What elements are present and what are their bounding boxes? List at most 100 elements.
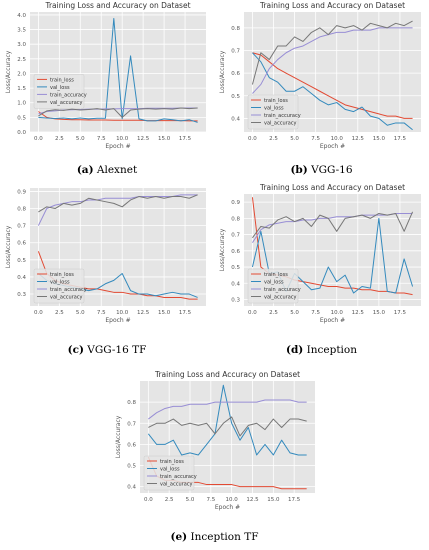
caption-vgg16: (b) VGG-16 (214, 164, 429, 176)
y-axis-label: Loss/Accuracy (219, 228, 226, 271)
series-line-val-loss (38, 17, 198, 123)
x-tick-label: 12.5 (352, 310, 365, 316)
caption-text: Alexnet (96, 164, 138, 176)
legend-label: val_accuracy (160, 482, 193, 488)
y-axis-label: Loss/Accuracy (5, 50, 12, 93)
panel-inception-tf: 0.4 0.5 0.6 0.7 0.8 0.0 2.5 5.0 7.5 10.0 12.5 15.0 1… (107, 365, 322, 550)
y-tick-label: 0.4 (231, 281, 240, 287)
legend-label: val_accuracy (264, 121, 297, 127)
x-tick-label: 0.0 (34, 310, 43, 316)
legend-box (33, 268, 85, 304)
x-tick-label: 7.5 (97, 310, 106, 316)
x-tick-label: 7.5 (311, 310, 320, 316)
y-tick-label: 0.5 (127, 464, 136, 470)
y-tick-label: 0.6 (17, 241, 26, 247)
y-tick-label: 4.0 (17, 13, 26, 19)
x-tick-label: 12.5 (137, 136, 150, 142)
x-tick-label: 2.5 (269, 136, 278, 142)
y-tick-label: 1.0 (17, 101, 26, 107)
series-line-val-accuracy (148, 416, 307, 437)
x-tick-label: 15.0 (158, 310, 171, 316)
panel-alexnet: 0.0 0.5 1.0 1.5 2.0 2.5 3.0 3.5 4.0 0.0 2.5 5.0 7.5 1… (0, 0, 214, 180)
legend-box (143, 455, 195, 491)
x-tick-label: 10.0 (331, 310, 344, 316)
legend-label: val_loss (50, 85, 70, 91)
x-tick-label: 2.5 (269, 310, 278, 316)
x-axis-label: Epoch # (105, 317, 130, 324)
legend-label: train_loss (264, 98, 288, 104)
x-tick-label: 10.0 (116, 310, 129, 316)
legend-box (247, 268, 299, 304)
x-tick-label: 5.0 (76, 136, 85, 142)
y-tick-label: 0.5 (17, 115, 26, 121)
x-tick-label: 15.0 (373, 136, 386, 142)
caption-text: Inception TF (190, 531, 259, 543)
series-line-val-accuracy (38, 194, 198, 213)
y-tick-label: 0.7 (127, 421, 136, 427)
x-tick-label: 15.0 (267, 497, 280, 503)
caption-alexnet: (a) Alexnet (0, 164, 214, 176)
legend-label: train_accuracy (50, 92, 87, 98)
y-tick-label: 0.8 (231, 216, 240, 222)
y-tick-label: 0.3 (17, 292, 26, 298)
chart-vgg16-tf: 0.3 0.4 0.5 0.6 0.7 0.8 0.9 0.0 2.5 5.0 7.5 10.0 12.… (5, 188, 206, 324)
legend-label: val_loss (50, 280, 70, 286)
caption-letter: (c) (67, 344, 84, 356)
caption-inception-tf: (e) Inception TF (107, 531, 322, 543)
x-axis-label: Epoch # (215, 504, 240, 511)
x-tick-label: 17.5 (179, 310, 192, 316)
legend-box (247, 94, 299, 130)
y-tick-label: 0.9 (231, 200, 240, 206)
y-tick-label: 0.9 (17, 189, 26, 195)
y-tick-label: 0.6 (127, 442, 136, 448)
panel-inception: 0.3 0.4 0.5 0.6 0.7 0.8 0.9 0.0 2.5 5.0 7.5 10.0 12.… (214, 180, 429, 365)
chart-title: Training Loss and Accuracy on Dataset (259, 183, 405, 192)
x-tick-label: 15.0 (158, 136, 171, 142)
legend-label: val_loss (264, 280, 284, 286)
x-tick-label: 10.0 (226, 497, 239, 503)
x-tick-label: 15.0 (373, 310, 386, 316)
caption-letter: (d) (285, 344, 304, 356)
legend-label: val_accuracy (264, 295, 297, 301)
legend-label: val_loss (264, 106, 284, 112)
y-axis-label: Loss/Accuracy (5, 225, 12, 268)
caption-text: VGG-16 TF (87, 344, 147, 356)
x-tick-label: 12.5 (352, 136, 365, 142)
x-tick-label: 12.5 (137, 310, 150, 316)
y-tick-label: 0.7 (231, 233, 240, 239)
y-tick-label: 1.5 (17, 86, 26, 92)
y-tick-label: 0.8 (127, 400, 136, 406)
panel-vgg16: 0.4 0.5 0.6 0.7 0.8 0.0 2.5 5.0 7.5 10.0 12.5 15.0 1… (214, 0, 429, 180)
caption-text: Inception (306, 344, 357, 356)
legend-label: train_accuracy (50, 287, 87, 293)
y-tick-label: 0.4 (17, 275, 26, 281)
y-tick-label: 3.0 (17, 42, 26, 48)
chart-vgg16: 0.4 0.5 0.6 0.7 0.8 0.0 2.5 5.0 7.5 10.0 12.5 15.0 1… (219, 1, 421, 150)
chart-title: Training Loss and Accuracy on Dataset (44, 1, 190, 10)
x-axis-label: Epoch # (320, 317, 345, 324)
x-tick-label: 12.5 (246, 497, 259, 503)
y-tick-label: 0.7 (17, 224, 26, 230)
y-tick-label: 3.5 (17, 28, 26, 34)
y-tick-label: 2.0 (17, 71, 26, 77)
series-line-val-loss (252, 52, 413, 131)
panel-vgg16-tf: 0.3 0.4 0.5 0.6 0.7 0.8 0.9 0.0 2.5 5.0 7.5 10.0 12.… (0, 180, 214, 365)
y-tick-label: 0.7 (231, 48, 240, 54)
legend-label: train_loss (50, 272, 74, 278)
legend-label: train_loss (264, 272, 288, 278)
x-tick-label: 5.0 (76, 310, 85, 316)
series-line-train-loss (252, 52, 413, 119)
y-tick-label: 0.8 (231, 26, 240, 32)
x-tick-label: 2.5 (165, 497, 174, 503)
legend-label: val_accuracy (50, 295, 83, 301)
chart-alexnet: 0.0 0.5 1.0 1.5 2.0 2.5 3.0 3.5 4.0 0.0 2.5 5.0 7.5 1… (5, 1, 206, 150)
x-tick-label: 5.0 (290, 310, 299, 316)
caption-inception: (d) Inception (214, 344, 429, 356)
chart-title: Training Loss and Accuracy on Dataset (259, 1, 405, 10)
legend-label: train_loss (50, 77, 74, 83)
x-tick-label: 7.5 (311, 136, 320, 142)
x-tick-label: 17.5 (394, 310, 407, 316)
chart-inception-tf: 0.4 0.5 0.6 0.7 0.8 0.0 2.5 5.0 7.5 10.0 12.5 15.0 1… (115, 370, 315, 511)
y-tick-label: 0.6 (231, 71, 240, 77)
